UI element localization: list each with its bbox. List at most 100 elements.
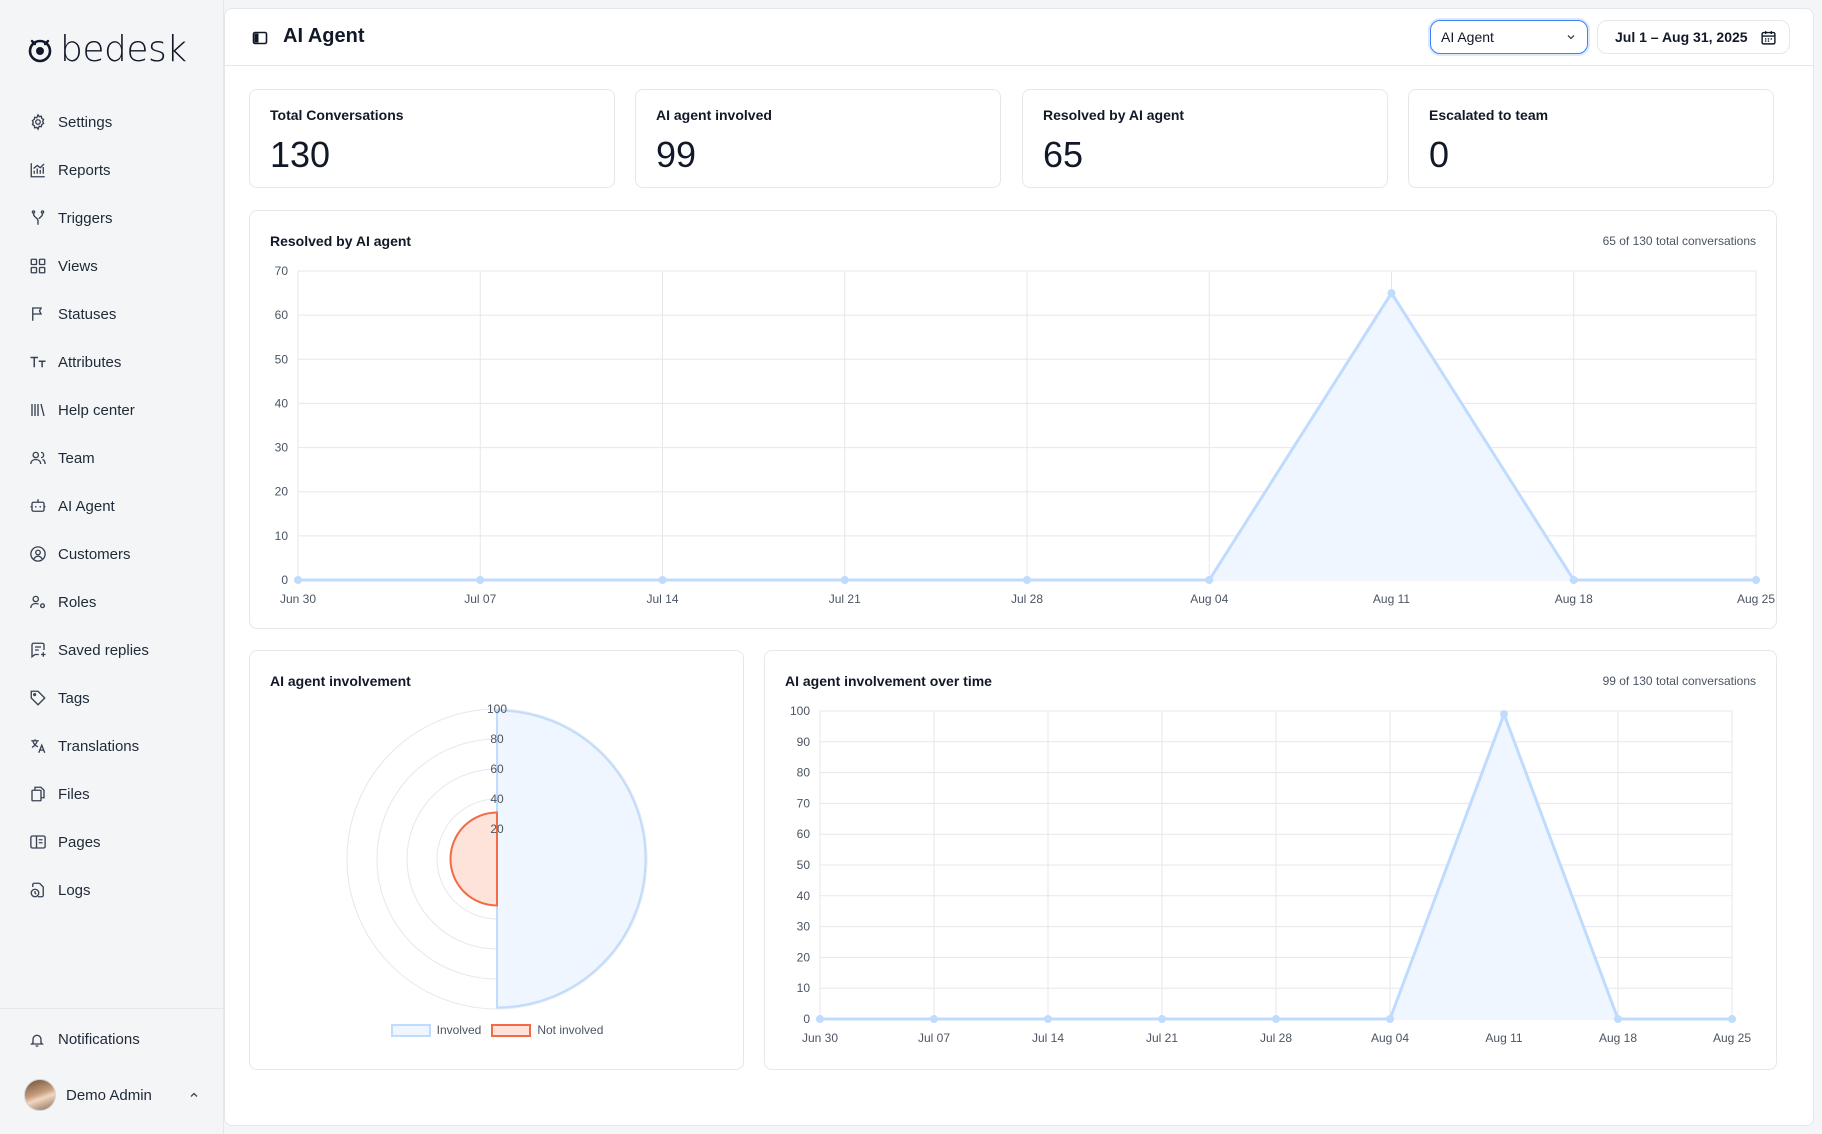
data-point[interactable] (1023, 576, 1031, 584)
x-tick-label: Aug 11 (1485, 1031, 1522, 1045)
sidebar-item-label: Triggers (58, 209, 113, 227)
sidebar-item-translations[interactable]: Translations (0, 722, 224, 770)
data-point[interactable] (1158, 1015, 1166, 1023)
sidebar-footer: Notifications Demo Admin (0, 1008, 224, 1134)
series-area (298, 293, 1756, 580)
sidebar-item-files[interactable]: Files (0, 770, 224, 818)
stat-value: 65 (1043, 134, 1084, 175)
polar-segment[interactable] (496, 709, 647, 1009)
legend-label: Not involved (537, 1023, 604, 1037)
sidebar-item-help-center[interactable]: Help center (0, 386, 224, 434)
translate-icon (31, 739, 46, 754)
y-tick-label: 90 (797, 735, 811, 749)
sidebar-item-label: Saved replies (58, 641, 149, 659)
stat-card-resolved-by-ai: Resolved by AI agent 65 (1022, 89, 1388, 188)
stat-label: Escalated to team (1429, 107, 1549, 123)
sidebar-item-customers[interactable]: Customers (0, 530, 224, 578)
data-point[interactable] (294, 576, 302, 584)
x-tick-label: Jun 30 (802, 1031, 838, 1045)
sidebar-item-label: Tags (58, 689, 90, 707)
sidebar-item-label: Statuses (58, 305, 117, 323)
y-tick-label: 20 (275, 485, 289, 499)
x-tick-label: Aug 11 (1373, 592, 1410, 606)
sidebar-item-tags[interactable]: Tags (0, 674, 224, 722)
sidebar-item-settings[interactable]: Settings (0, 98, 224, 146)
page-title: AI Agent (283, 25, 365, 47)
agent-select-value: AI Agent (1441, 29, 1494, 45)
sidebar-item-statuses[interactable]: Statuses (0, 290, 224, 338)
logs-icon (30, 882, 44, 898)
chart-title: Resolved by AI agent (270, 233, 412, 249)
data-point[interactable] (816, 1015, 824, 1023)
sidebar-item-roles[interactable]: Roles (0, 578, 224, 626)
data-point[interactable] (1500, 710, 1508, 719)
x-tick-label: Jul 28 (1011, 592, 1043, 606)
chart-title: AI agent involvement over time (785, 673, 992, 689)
sidebar-item-label: Reports (58, 161, 111, 179)
data-point[interactable] (1614, 1015, 1622, 1023)
involvement-chart-card: AI agent involvement 20 40 60 80 100 Involve… (249, 650, 744, 1070)
sidebar-item-label: Logs (58, 881, 91, 899)
y-tick-label: 100 (790, 704, 810, 718)
resolved-chart-card: Resolved by AI agent 65 of 130 total con… (249, 210, 1777, 629)
top-bar: AI Agent AI Agent Jul 1 – Aug 31, 2025 (225, 9, 1813, 66)
data-point[interactable] (1387, 289, 1396, 298)
stat-card-ai-involved: AI agent involved 99 (635, 89, 1001, 188)
triggers-icon (31, 210, 45, 225)
x-tick-label: Aug 04 (1190, 592, 1228, 606)
resolved-area-chart: 0 10 20 30 40 50 60 70 Jun 30 Jul 07 Jul 14 Jul 21 J… (275, 264, 1776, 606)
data-point[interactable] (1752, 576, 1760, 584)
agent-select[interactable]: AI Agent (1430, 20, 1588, 54)
sidebar-item-reports[interactable]: Reports (0, 146, 224, 194)
data-point[interactable] (1272, 1015, 1280, 1023)
stat-card-total-conversations: Total Conversations 130 (249, 89, 615, 188)
x-tick-label: Aug 25 (1737, 592, 1775, 606)
data-point[interactable] (1044, 1015, 1052, 1023)
data-point[interactable] (1205, 576, 1214, 584)
radial-tick-label: 100 (487, 702, 507, 716)
x-tick-label: Jul 14 (646, 592, 678, 606)
y-tick-label: 40 (797, 889, 811, 903)
sidebar-item-logs[interactable]: Logs (0, 866, 224, 914)
text-size-icon (30, 356, 46, 368)
brand-logo[interactable]: bedesk (26, 30, 187, 70)
data-point[interactable] (1386, 1015, 1394, 1023)
sidebar-item-label: Settings (58, 113, 113, 131)
sidebar-item-ai-agent[interactable]: AI Agent (0, 482, 224, 530)
sidebar-item-saved-replies[interactable]: Saved replies (0, 626, 224, 674)
sidebar-item-team[interactable]: Team (0, 434, 224, 482)
radial-grid-ring (346, 708, 648, 1010)
sidebar-item-pages[interactable]: Pages (0, 818, 224, 866)
y-tick-label: 0 (803, 1012, 810, 1026)
notifications-button[interactable]: Notifications (29, 1031, 140, 1048)
reports-icon (30, 163, 45, 178)
x-tick-label: Aug 18 (1599, 1031, 1637, 1045)
sidebar-item-triggers[interactable]: Triggers (0, 194, 224, 242)
legend-item-involved[interactable]: Involved (390, 1023, 482, 1037)
data-point[interactable] (1728, 1015, 1736, 1023)
saved-replies-icon (31, 642, 46, 659)
sidebar-item-views[interactable]: Views (0, 242, 224, 290)
sidebar-item-label: Customers (58, 545, 131, 563)
data-point[interactable] (476, 576, 485, 584)
user-cog-icon (30, 595, 46, 609)
stat-value: 99 (656, 134, 697, 175)
legend-label: Involved (436, 1023, 482, 1037)
legend-item-not-involved[interactable]: Not involved (491, 1023, 603, 1037)
data-point[interactable] (1569, 576, 1578, 584)
user-menu[interactable]: Demo Admin (24, 1079, 200, 1111)
toggle-sidebar-button[interactable] (252, 30, 268, 51)
sidebar-item-attributes[interactable]: Attributes (0, 338, 224, 386)
polar-segment[interactable] (449, 811, 498, 907)
data-point[interactable] (840, 576, 849, 584)
x-tick-label: Jul 21 (1146, 1031, 1178, 1045)
data-point[interactable] (930, 1015, 938, 1023)
data-point[interactable] (658, 576, 667, 584)
y-tick-label: 30 (275, 441, 289, 455)
x-tick-label: Jun 30 (280, 592, 316, 606)
sidebar-item-label: Translations (58, 737, 140, 755)
date-range-picker[interactable]: Jul 1 – Aug 31, 2025 (1597, 20, 1790, 54)
stat-value: 130 (270, 134, 331, 175)
y-tick-label: 60 (797, 827, 811, 841)
radial-tick-label: 60 (490, 762, 504, 776)
